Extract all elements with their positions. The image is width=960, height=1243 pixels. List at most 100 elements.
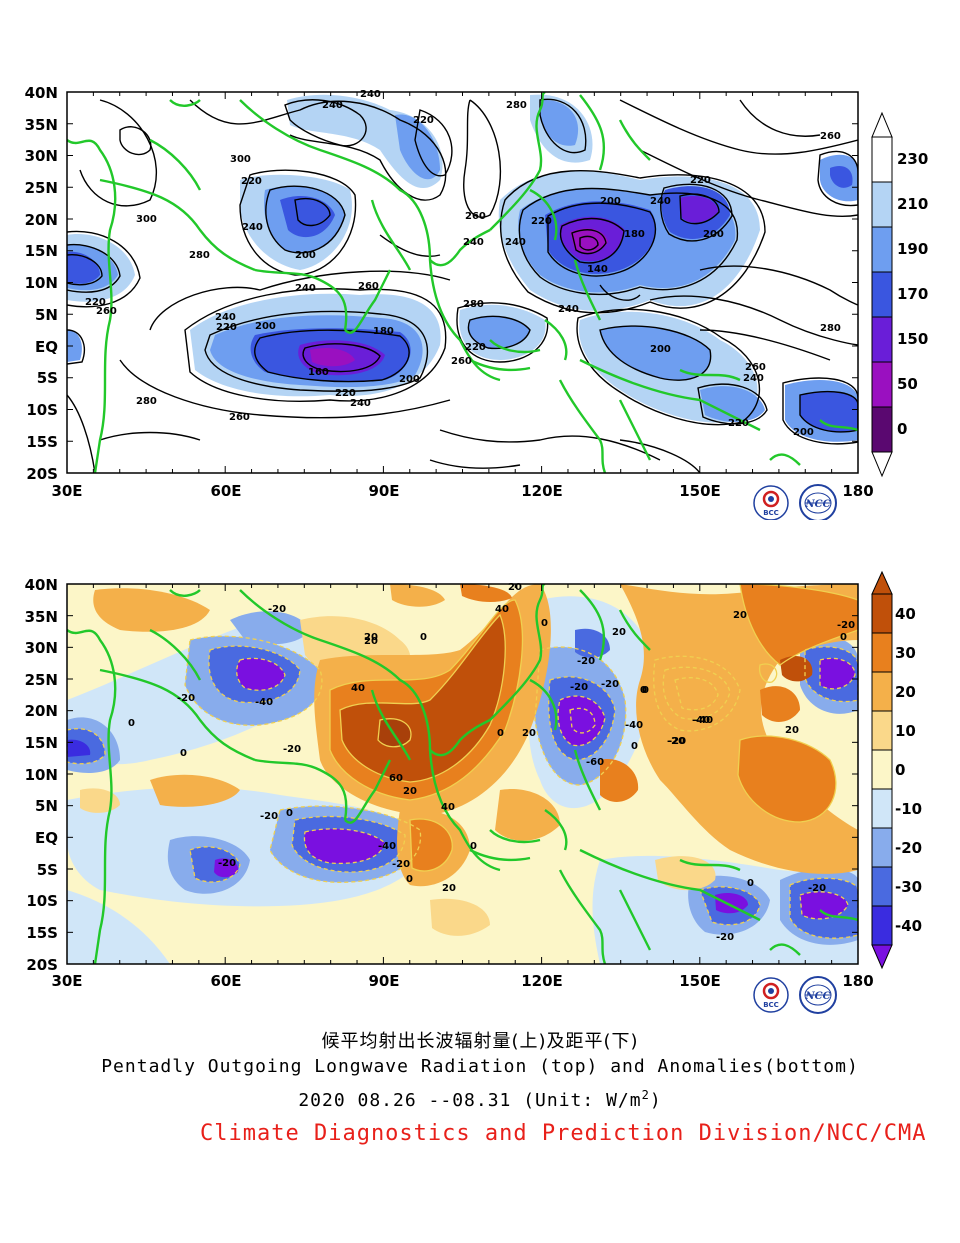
contour-label: 240	[360, 89, 381, 100]
lat-label: 10S	[26, 401, 58, 419]
contour-label: -20	[392, 859, 410, 870]
contour-label: 240	[505, 237, 526, 248]
contour-label: 20	[785, 725, 799, 736]
colorbar-swatch	[871, 593, 893, 634]
contour-label: 300	[136, 214, 157, 225]
contour-label: 260	[96, 306, 117, 317]
bcc-logo: BCC	[753, 485, 789, 520]
contour-label: 220	[690, 175, 711, 186]
olr-anomaly-map-panel: 20 -20 40 20 0 20 0 20 0 -20 -20 -20 -20…	[0, 560, 960, 1020]
anomaly-contour-labels: 20 -20 40 20 0 20 0 20 0 -20 -20 -20 -20…	[128, 582, 855, 943]
colorbar-label: -30	[895, 878, 922, 896]
colorbar-swatch	[871, 632, 893, 673]
colorbar-label: 30	[895, 644, 916, 662]
svg-text:NCC: NCC	[804, 991, 830, 1002]
lat-label: 15N	[25, 734, 58, 752]
colorbar-swatch	[871, 788, 893, 829]
contour-label: -40	[378, 841, 396, 852]
contour-label: 240	[463, 237, 484, 248]
contour-label: 280	[136, 396, 157, 407]
colorbar-swatch	[871, 866, 893, 907]
contour-label: 280	[820, 323, 841, 334]
contour-label: 280	[506, 100, 527, 111]
contour-label: 200	[650, 344, 671, 355]
contour-label: 260	[820, 131, 841, 142]
contour-label: 240	[558, 304, 579, 315]
colorbar-label: 20	[895, 683, 916, 701]
contour-label: -40	[692, 715, 710, 726]
contour-label: 0	[470, 841, 477, 852]
colorbar-swatch	[871, 181, 893, 228]
lat-label: 15N	[25, 242, 58, 260]
unit-close: )	[649, 1090, 662, 1111]
contour-label: 260	[745, 362, 766, 373]
contour-label: 40	[495, 604, 509, 615]
lon-label: 90E	[368, 972, 399, 990]
caption-title-chinese: 候平均射出长波辐射量(上)及距平(下)	[321, 1031, 639, 1052]
contour-label: 240	[295, 283, 316, 294]
contour-label: -40	[255, 697, 273, 708]
contour-label: 220	[413, 115, 434, 126]
colorbar-label: -10	[895, 800, 922, 818]
lat-label: 40N	[25, 84, 58, 102]
contour-label: -20	[177, 693, 195, 704]
contour-label: -60	[586, 757, 604, 768]
anomaly-solid-contours	[329, 584, 858, 872]
olr-lon-labels: 30E 60E 90E 120E 150E 180	[51, 482, 873, 500]
lat-label: 35N	[25, 116, 58, 134]
ncc-logo: NCC	[799, 976, 837, 1014]
lon-label: 60E	[210, 972, 241, 990]
colorbar-swatch	[871, 226, 893, 273]
contour-label: 20	[364, 636, 378, 647]
colorbar-top-arrow	[871, 111, 893, 138]
contour-label: 280	[189, 250, 210, 261]
contour-label: 20	[403, 786, 417, 797]
colorbar-swatch	[871, 361, 893, 408]
svg-text:BCC: BCC	[763, 1001, 779, 1009]
contour-label: -20	[668, 736, 686, 747]
contour-label: 0	[497, 728, 504, 739]
olr-colorbar: 230 210 190 170 150 50 0	[871, 111, 928, 478]
colorbar-label: 190	[897, 240, 928, 258]
contour-label: -20	[283, 744, 301, 755]
caption-title-english: Pentadly Outgoing Longwave Radiation (to…	[101, 1056, 859, 1077]
lat-label: 30N	[25, 147, 58, 165]
anomaly-axis-ticks	[66, 583, 859, 965]
lon-label: 120E	[521, 972, 563, 990]
lon-label: 180	[842, 482, 873, 500]
lat-label: 10N	[25, 766, 58, 784]
contour-label: 20	[612, 627, 626, 638]
contour-label: 220	[531, 216, 552, 227]
colorbar-label: 0	[895, 761, 905, 779]
colorbar-label: -40	[895, 917, 922, 935]
colorbar-label: 50	[897, 375, 918, 393]
anomaly-lon-labels: 30E 60E 90E 120E 150E 180	[51, 972, 873, 990]
olr-map-panel: 240 240 280 220 300 220 300 240 200 280 …	[0, 0, 960, 520]
contour-label: 220	[465, 342, 486, 353]
lon-label: 120E	[521, 482, 563, 500]
lat-label: 30N	[25, 639, 58, 657]
contour-label: 280	[463, 299, 484, 310]
contour-label: 200	[255, 321, 276, 332]
contour-label: 20	[364, 632, 378, 643]
unit-superscript: 2	[641, 1088, 650, 1102]
colorbar-swatch	[871, 316, 893, 363]
contour-label: -20	[837, 620, 855, 631]
lat-label: 10N	[25, 274, 58, 292]
contour-label: 220	[85, 297, 106, 308]
anomaly-dashed-contours	[67, 635, 858, 939]
lat-label: 35N	[25, 608, 58, 626]
colorbar-label: 210	[897, 195, 928, 213]
lat-label: EQ	[35, 338, 58, 356]
contour-label: 240	[350, 398, 371, 409]
contour-label: 0	[840, 632, 847, 643]
contour-label: 40	[441, 802, 455, 813]
olr-anomaly-map-svg: 20 -20 40 20 0 20 0 20 0 -20 -20 -20 -20…	[25, 570, 922, 1014]
bcc-logo: BCC	[753, 977, 789, 1013]
olr-contour-labels: 240 240 280 220 300 220 300 240 200 280 …	[85, 89, 841, 438]
contour-label: 200	[600, 196, 621, 207]
colorbar-swatch	[871, 827, 893, 868]
lon-label: 90E	[368, 482, 399, 500]
contour-label: 200	[295, 250, 316, 261]
lat-label: 15S	[26, 433, 58, 451]
